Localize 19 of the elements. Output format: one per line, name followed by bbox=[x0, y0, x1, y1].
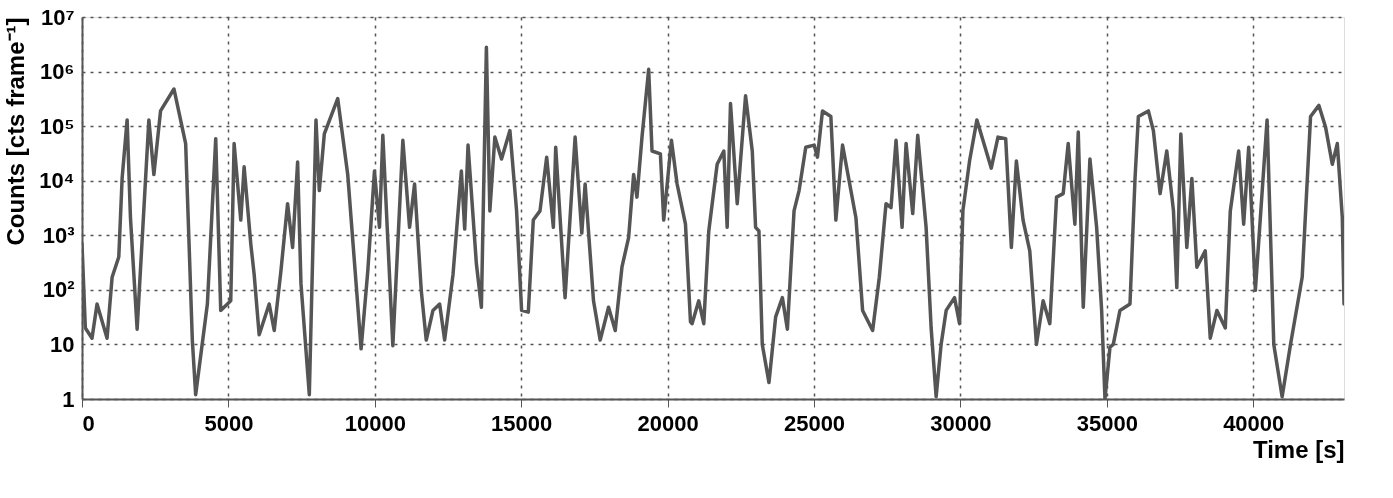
y-axis-title: Counts [cts frame⁻¹] bbox=[2, 17, 30, 246]
x-tick-label: 5000 bbox=[204, 410, 254, 436]
y-tick-label: 10³ bbox=[42, 222, 75, 248]
y-tick-label: 10⁶ bbox=[39, 59, 75, 85]
x-tick-label: 0 bbox=[82, 410, 95, 436]
x-tick-label: 40000 bbox=[1223, 410, 1285, 436]
y-tick-label: 10⁵ bbox=[39, 113, 75, 139]
y-tick-label: 10⁴ bbox=[39, 168, 75, 194]
x-axis-title: Time [s] bbox=[1252, 435, 1345, 463]
x-tick-label: 15000 bbox=[491, 410, 553, 436]
x-tick-label: 10000 bbox=[344, 410, 406, 436]
y-tick-label: 10² bbox=[42, 277, 75, 303]
x-tick-label: 35000 bbox=[1076, 410, 1138, 436]
x-tick-label: 30000 bbox=[930, 410, 992, 436]
y-tick-label: 10⁷ bbox=[40, 4, 75, 30]
x-tick-label: 25000 bbox=[783, 410, 846, 436]
x-tick-label: 20000 bbox=[637, 410, 699, 436]
y-tick-label: 1 bbox=[62, 386, 75, 412]
y-tick-label: 10 bbox=[50, 331, 75, 357]
